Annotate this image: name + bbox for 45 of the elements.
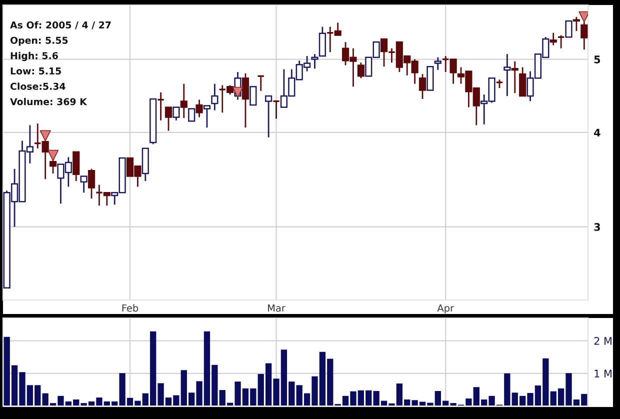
candlestick (311, 53, 318, 70)
annotation: High: 5.6 (10, 52, 58, 62)
candlestick (550, 32, 557, 46)
y-tick-label: 4 (594, 128, 600, 136)
point (40, 130, 51, 142)
y-tick-label: 1 M (594, 370, 612, 378)
candlestick (565, 20, 572, 38)
x-tick-label: Mar (268, 304, 286, 312)
candlestick (88, 168, 96, 200)
annotation: Low: 5.15 (10, 68, 61, 75)
candlestick (242, 72, 250, 128)
candlestick (318, 26, 326, 57)
candlestick (519, 66, 526, 97)
candlestick (180, 83, 188, 119)
candlestick (164, 106, 172, 132)
candlestick (211, 83, 218, 111)
candlestick (504, 53, 511, 97)
y-tick-label: 3 (594, 223, 600, 231)
candlestick (172, 106, 180, 122)
candlestick (72, 151, 80, 182)
x-tick-label: Apr (437, 304, 454, 314)
annotation: As Of: 2005 / 4 / 27 (10, 21, 111, 30)
annotation: Close:5.34 (10, 82, 66, 90)
candlestick (203, 105, 211, 128)
candlestick (511, 60, 518, 94)
annotation: Volume: 369 K (10, 98, 88, 106)
point (232, 86, 244, 98)
candlestick (434, 56, 442, 71)
annotation: Open: 5.55 (10, 36, 68, 46)
candlestick (156, 92, 165, 122)
candlestick (572, 16, 580, 32)
y-tick-label: 5 (594, 56, 600, 64)
x-tick-label: Feb (122, 304, 138, 312)
candlestick (188, 108, 196, 122)
candlestick (80, 176, 88, 194)
candlestick (580, 21, 588, 50)
candlestick (426, 66, 434, 91)
candlestick (272, 100, 280, 120)
candlestick (357, 62, 364, 79)
point (47, 150, 59, 161)
candlestick (250, 86, 257, 106)
candlestick (265, 95, 272, 138)
y-tick-label: 2 M (594, 337, 612, 345)
candlestick (418, 73, 426, 100)
candlestick (196, 99, 203, 118)
